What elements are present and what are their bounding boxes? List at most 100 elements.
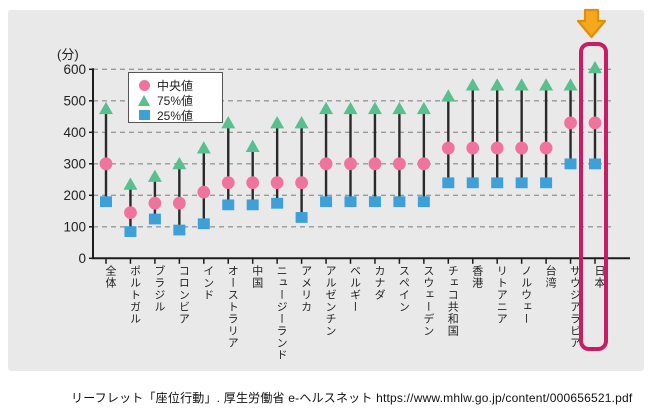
median-marker: [466, 141, 480, 155]
x-axis-label: ニュージーランド: [275, 265, 288, 361]
p75-marker: [588, 60, 602, 74]
x-axis-label: アメリカ: [299, 265, 312, 313]
p25-marker: [540, 177, 553, 189]
p75-marker: [221, 116, 236, 129]
x-axis-label: 日本: [593, 265, 605, 289]
median-marker: [246, 176, 260, 190]
p75-marker: [270, 116, 285, 129]
x-axis-label: オーストラリア: [226, 265, 239, 349]
x-axis-label: ポルトガル: [128, 265, 141, 325]
y-tick-label: 300: [63, 156, 86, 171]
x-axis-label: 中国: [250, 265, 263, 289]
median-marker: [319, 157, 333, 171]
legend-label-median: 中央値: [157, 78, 194, 93]
p75-marker: [367, 101, 382, 115]
y-axis-unit-label: (分): [57, 47, 79, 62]
x-axis-label: 香港: [470, 265, 483, 289]
p25-marker: [393, 196, 406, 208]
y-tick-label: 600: [63, 62, 86, 77]
x-axis-label: スペイン: [397, 265, 410, 313]
x-axis-label: コロンビア: [177, 265, 190, 325]
median-marker: [221, 176, 235, 190]
p25-marker: [320, 196, 333, 208]
legend-label-p75: 75%値: [157, 93, 194, 108]
p25-marker: [491, 177, 504, 189]
y-tick-label: 0: [78, 251, 86, 266]
p75-marker: [343, 101, 358, 115]
median-marker: [270, 176, 284, 190]
p75-marker: [563, 78, 578, 91]
p75-marker: [416, 101, 431, 115]
p25-marker: [173, 224, 186, 236]
japan-pointer-arrow-icon: [575, 8, 608, 40]
p25-marker: [295, 212, 308, 223]
p25-marker: [417, 196, 430, 208]
p25-marker: [100, 196, 112, 208]
p25-marker: [368, 196, 381, 208]
p25-marker: [222, 199, 235, 211]
median-marker: [441, 141, 455, 155]
p25-marker: [589, 158, 601, 170]
x-axis-label: ブラジル: [152, 265, 165, 313]
x-axis-label: カナダ: [372, 265, 385, 301]
p25-marker: [148, 213, 161, 225]
x-axis-label: スウェーデン: [421, 265, 434, 337]
p25-marker: [124, 226, 137, 238]
p75-marker: [245, 139, 260, 152]
p25-marker: [515, 177, 528, 189]
x-axis-label: リトアニア: [495, 265, 508, 325]
median-marker: [99, 157, 113, 171]
median-marker: [564, 116, 577, 130]
p75-marker: [319, 101, 334, 115]
p25-marker: [442, 177, 455, 189]
p75-marker: [99, 101, 113, 115]
median-marker: [148, 196, 162, 210]
median-marker: [588, 116, 602, 130]
legend-item-p25: 25%値: [139, 108, 222, 123]
p75-marker: [490, 78, 505, 91]
x-axis-label: アルゼンチン: [324, 265, 337, 337]
p75-marker: [123, 177, 138, 190]
y-tick-label: 500: [63, 93, 86, 108]
chart-legend: 中央値 75%値 25%値: [128, 72, 223, 123]
x-axis-label: ノルウェー: [519, 265, 532, 325]
p75-marker: [392, 101, 407, 115]
x-axis-label: 台湾: [544, 265, 557, 289]
median-marker: [172, 196, 186, 210]
median-marker: [124, 206, 137, 220]
p75-marker: [539, 78, 554, 91]
legend-item-p75: 75%値: [138, 93, 222, 108]
median-marker: [368, 157, 382, 171]
y-tick-label: 400: [63, 125, 86, 140]
p25-marker: [271, 197, 284, 209]
p75-marker: [196, 141, 211, 154]
median-marker: [393, 157, 406, 171]
p25-square-icon: [139, 110, 150, 120]
p75-marker: [172, 157, 187, 170]
p75-marker: [441, 89, 456, 102]
x-axis-label: チェコ共和国: [446, 265, 459, 337]
p25-marker: [246, 199, 259, 211]
p25-marker: [564, 158, 577, 170]
p75-triangle-icon: [138, 94, 150, 106]
p75-marker: [465, 78, 480, 91]
p25-marker: [197, 218, 210, 230]
median-circle-icon: [139, 79, 150, 91]
median-marker: [539, 141, 553, 155]
legend-item-median: 中央値: [139, 78, 222, 93]
median-marker: [295, 176, 308, 190]
x-axis-label: サウジアラビア: [568, 265, 581, 349]
source-caption: リーフレット「座位行動」. 厚生労働省 e-ヘルスネット https://www…: [71, 391, 633, 405]
p25-marker: [466, 177, 479, 189]
median-marker: [490, 141, 504, 155]
legend-label-p25: 25%値: [157, 108, 194, 123]
p75-marker: [147, 169, 162, 182]
x-axis-label: インド: [201, 265, 214, 301]
x-axis-label: 全体: [104, 265, 116, 289]
median-marker: [197, 185, 211, 199]
median-marker: [515, 141, 529, 155]
p75-marker: [514, 78, 529, 91]
p75-marker: [294, 116, 309, 129]
